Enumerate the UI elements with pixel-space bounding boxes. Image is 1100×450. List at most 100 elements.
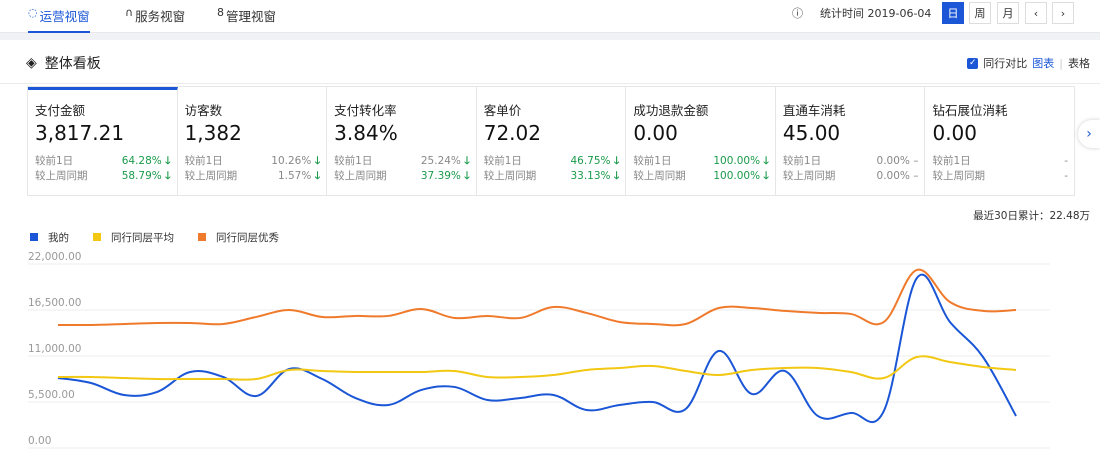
- compare-value: -: [1064, 155, 1069, 167]
- overview-panel: ◈ 整体看板 ✓ 同行对比 图表 | 表格 支付金额 3,817.21 较前1日 64.…: [0, 40, 1100, 450]
- legend-label: 同行同层优秀: [216, 232, 279, 244]
- kpi-cards: 支付金额 3,817.21 较前1日 64.28% 🡓 较上周同期 58.79% 🡓 访客数…: [27, 86, 1075, 196]
- kpi-value: 72.02: [483, 121, 541, 145]
- kpi-title: 支付金额: [35, 103, 86, 118]
- tab-service[interactable]: ∩ 服务视窗: [125, 6, 186, 24]
- kpi-compare-row: 较上周同期 0.00% –: [783, 169, 919, 184]
- legend-item[interactable]: 我的: [30, 230, 69, 245]
- compare-label: 较前1日: [633, 155, 672, 167]
- y-tick-label: 22,000.00: [28, 251, 81, 263]
- kpi-value: 3,817.21: [35, 121, 125, 145]
- table-view-link[interactable]: 表格: [1068, 57, 1090, 70]
- kpi-compare-row: 较上周同期 -: [932, 169, 1068, 184]
- legend-item[interactable]: 同行同层优秀: [198, 230, 279, 245]
- kpi-compare-row: 较上周同期 33.13% 🡓: [484, 169, 620, 184]
- kpi-compare-row: 较上周同期 58.79% 🡓: [35, 169, 171, 184]
- compare-value: 100.00%: [713, 155, 761, 167]
- kpi-value: 0.00: [633, 121, 678, 145]
- compare-label: 较前1日: [184, 155, 223, 167]
- compare-value: 100.00%: [713, 170, 761, 182]
- kpi-compare-row: 较上周同期 100.00% 🡓: [633, 169, 769, 184]
- compare-value: 0.00%: [876, 155, 910, 167]
- compare-label: 同行对比: [983, 57, 1028, 70]
- chart-view-link[interactable]: 图表: [1032, 57, 1055, 70]
- period-week-button[interactable]: 周: [969, 2, 991, 24]
- compare-label: 较前1日: [334, 155, 373, 167]
- next-date-button[interactable]: ›: [1052, 2, 1074, 24]
- stat-date: 统计时间 2019-06-04: [820, 7, 932, 20]
- kpi-compare-row: 较上周同期 37.39% 🡓: [334, 169, 470, 184]
- tab-management[interactable]: 8 管理视窗: [217, 6, 277, 24]
- prev-date-button[interactable]: ‹: [1025, 2, 1047, 24]
- kpi-card[interactable]: 访客数 1,382 较前1日 10.26% 🡓 较上周同期 1.57% 🡓: [178, 87, 328, 195]
- legend-item[interactable]: 同行同层平均: [93, 230, 174, 245]
- compare-label: 较上周同期: [483, 170, 537, 182]
- compare-value: 1.57%: [277, 170, 312, 182]
- info-icon[interactable]: ⓘ: [792, 7, 803, 20]
- compare-checkbox[interactable]: ✓: [967, 57, 979, 69]
- panel-title: ◈ 整体看板: [26, 55, 101, 72]
- kpi-title: 支付转化率: [334, 103, 397, 118]
- series-line-2: [57, 268, 1017, 327]
- series-line-0: [57, 273, 1017, 424]
- tab-operations[interactable]: ◌ 运营视窗: [28, 6, 90, 33]
- legend-label: 同行同层平均: [111, 232, 174, 244]
- compare-label: 较上周同期: [35, 170, 88, 182]
- compare-value: 46.75%: [570, 155, 611, 167]
- arrow-down-icon: 🡓: [613, 170, 620, 182]
- kpi-card[interactable]: 支付转化率 3.84% 较前1日 25.24% 🡓 较上周同期 37.39% 🡓: [327, 87, 477, 195]
- arrow-down-icon: 🡓: [314, 155, 321, 167]
- compare-label: 较前1日: [782, 155, 822, 167]
- kpi-value: 45.00: [782, 121, 841, 145]
- kpi-card[interactable]: 支付金额 3,817.21 较前1日 64.28% 🡓 较上周同期 58.79% 🡓: [28, 87, 178, 195]
- legend-swatch: [93, 233, 101, 241]
- arrow-down-icon: 🡓: [314, 170, 321, 182]
- kpi-compare-row: 较前1日 100.00% 🡓: [633, 154, 769, 169]
- kpi-title: 钻石展位消耗: [932, 103, 1008, 118]
- arrow-down-icon: 🡓: [165, 170, 171, 182]
- layers-icon: ◈: [26, 55, 37, 71]
- compare-value: 33.13%: [570, 170, 611, 182]
- view-controls: ✓ 同行对比 图表 | 表格: [967, 55, 1090, 71]
- arrow-down-icon: 🡓: [165, 155, 171, 167]
- series-line-1: [57, 355, 1017, 381]
- kpi-card[interactable]: 钻石展位消耗 0.00 较前1日 - 较上周同期 -: [925, 87, 1074, 195]
- separator: |: [1059, 56, 1063, 70]
- dash-icon: –: [913, 170, 919, 182]
- dash-icon: –: [913, 155, 919, 167]
- headset-icon: ∩: [125, 6, 134, 19]
- kpi-card[interactable]: 成功退款金额 0.00 较前1日 100.00% 🡓 较上周同期 100.00% 🡓: [626, 87, 776, 195]
- compare-value: -: [1064, 170, 1069, 182]
- compare-label: 较上周同期: [334, 170, 387, 182]
- y-tick-label: 16,500.00: [28, 297, 81, 309]
- period-day-button[interactable]: 日: [942, 2, 964, 24]
- chart-legend: 我的 同行同层平均 同行同层优秀: [30, 230, 279, 245]
- kpi-title: 客单价: [483, 103, 522, 118]
- compare-value: 58.79%: [121, 170, 162, 182]
- kpi-compare-row: 较前1日 46.75% 🡓: [484, 154, 620, 169]
- kpi-value: 0.00: [932, 121, 977, 145]
- period-month-button[interactable]: 月: [997, 2, 1019, 24]
- arrow-down-icon: 🡓: [763, 155, 769, 167]
- compare-label: 较上周同期: [782, 170, 836, 182]
- kpi-card[interactable]: 直通车消耗 45.00 较前1日 0.00% – 较上周同期 0.00% –: [776, 87, 926, 195]
- kpi-compare-row: 较前1日 10.26% 🡓: [185, 154, 321, 169]
- cards-next-button[interactable]: ›: [1078, 120, 1100, 148]
- kpi-value: 1,382: [184, 121, 242, 145]
- compare-label: 较上周同期: [184, 170, 238, 182]
- y-tick-label: 11,000.00: [28, 343, 81, 355]
- arrow-down-icon: 🡓: [464, 170, 470, 182]
- arrow-down-icon: 🡓: [613, 155, 620, 167]
- thirty-day-total: 最近30日累计：22.48万: [973, 210, 1090, 222]
- kpi-title: 访客数: [184, 103, 223, 118]
- top-nav: ◌ 运营视窗 ∩ 服务视窗 8 管理视窗 ⓘ 统计时间 2019-06-04 日 周 …: [0, 0, 1100, 33]
- kpi-compare-row: 较前1日 25.24% 🡓: [334, 154, 470, 169]
- kpi-title: 成功退款金额: [633, 103, 709, 118]
- kpi-card[interactable]: 客单价 72.02 较前1日 46.75% 🡓 较上周同期 33.13% 🡓: [477, 87, 627, 195]
- kpi-value: 3.84%: [334, 121, 398, 145]
- kpi-compare-row: 较上周同期 1.57% 🡓: [185, 169, 321, 184]
- compare-value: 25.24%: [420, 155, 461, 167]
- y-tick-label: 0.00: [28, 435, 51, 447]
- compare-label: 较上周同期: [633, 170, 686, 182]
- legend-label: 我的: [48, 232, 69, 244]
